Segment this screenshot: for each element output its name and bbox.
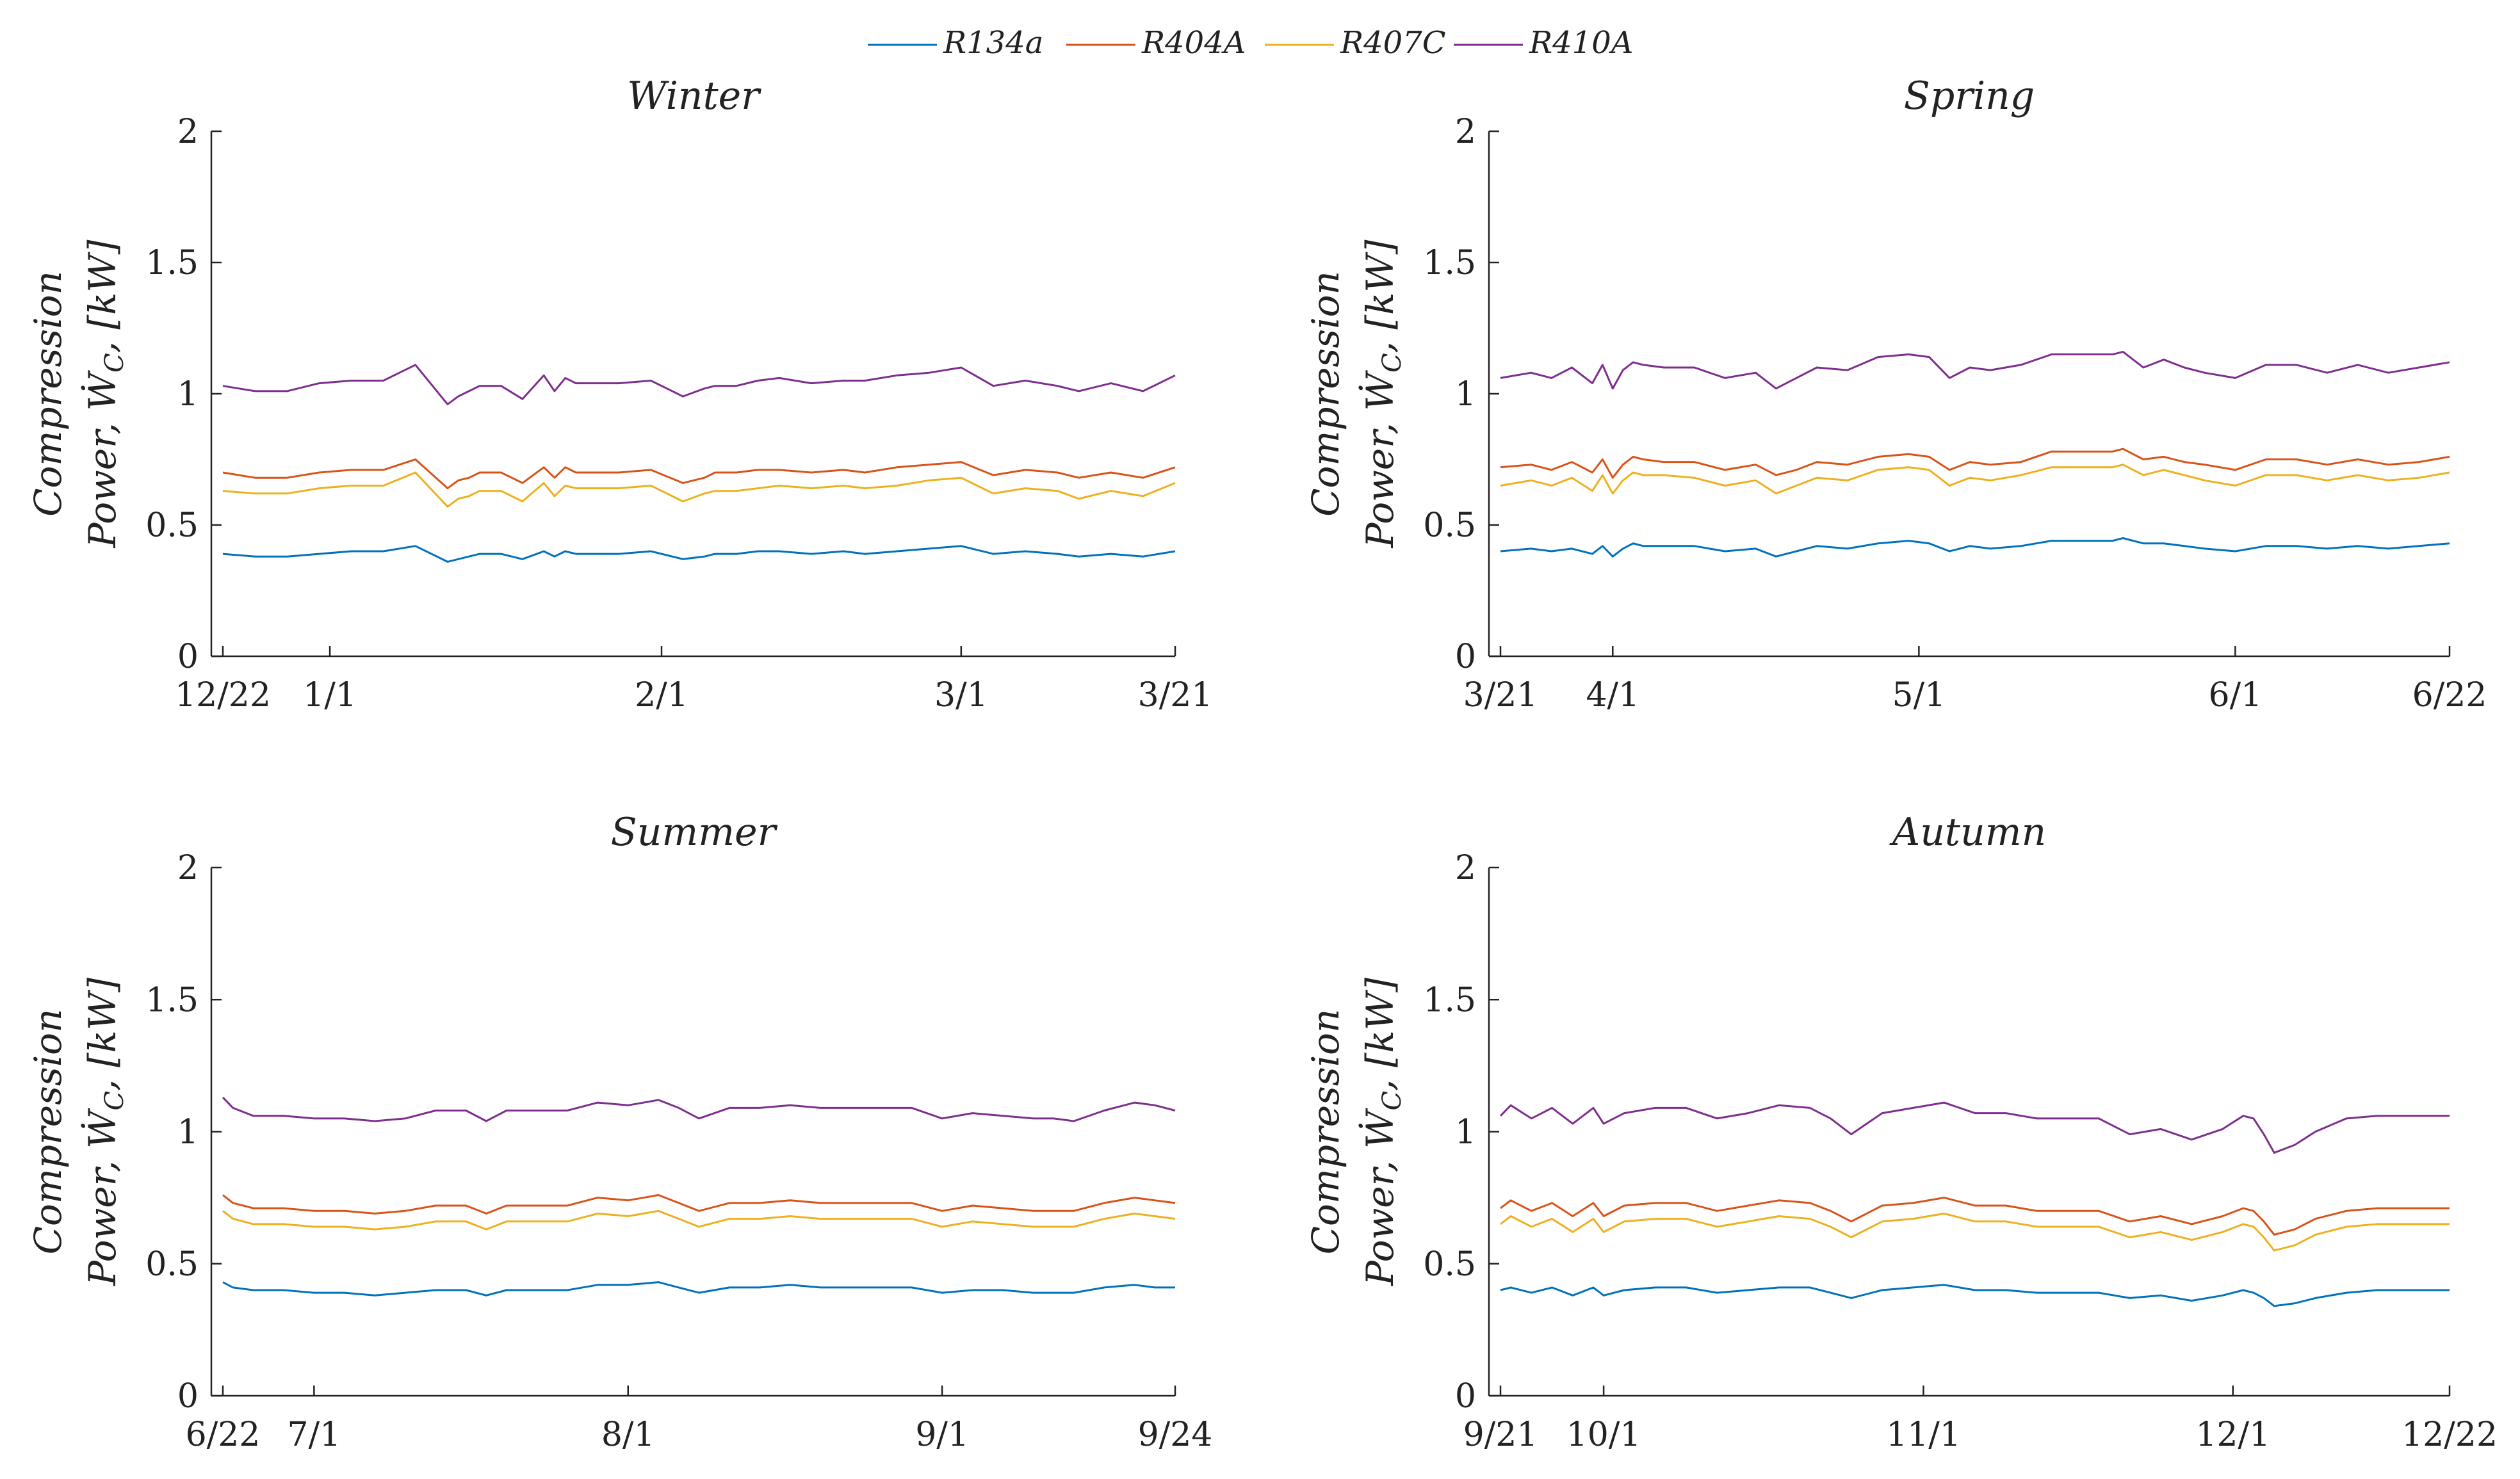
y-label-suffix: , [kW] (81, 978, 124, 1091)
panel-title: Winter (627, 74, 761, 118)
y-tick-label: 0 (1455, 638, 1476, 676)
y-label-subscript: C (100, 1091, 129, 1111)
y-tick-label: 1.5 (145, 244, 199, 282)
y-tick-label: 1.5 (1423, 244, 1476, 282)
y-label-symbol: Ẇ (81, 370, 124, 411)
y-label-prefix: Power, (81, 1149, 124, 1286)
x-tick-label: 4/1 (1586, 676, 1639, 715)
x-tick-label: 9/24 (1138, 1416, 1213, 1454)
y-axis-label-line2: Power, ẆC, [kW] (81, 239, 129, 548)
series-line-r410a (1499, 1101, 2450, 1154)
y-tick-label: 0.5 (1423, 1245, 1476, 1284)
x-tick-label: 12/1 (2195, 1416, 2270, 1454)
y-tick-label: 1 (1455, 1113, 1476, 1152)
legend-label-r134a: R134a (943, 25, 1043, 61)
x-tick-label: 2/1 (635, 676, 688, 715)
x-tick-label: 12/22 (175, 676, 271, 715)
y-tick-label: 1 (177, 375, 199, 414)
y-tick-label: 0 (177, 638, 199, 676)
y-tick-label: 1.5 (145, 981, 199, 1019)
y-tick-label: 1 (1455, 375, 1476, 414)
y-axis-label-line1: Compression (1304, 1009, 1347, 1255)
panel-spring: 0 0.5 1 1.5 2 3/21 4/1 5/1 6/1 6/22 Spring Compress… (1304, 74, 2487, 715)
x-tick-label: 3/21 (1463, 676, 1538, 715)
legend: R134a R404A R407C R410A (868, 25, 1633, 61)
legend-label-r410a: R410A (1529, 25, 1633, 61)
y-label-symbol: Ẇ (1358, 370, 1402, 411)
x-tick-label: 9/1 (915, 1416, 969, 1454)
series-line-r134a (1500, 537, 2450, 558)
y-axis-label-line2: Power, ẆC, [kW] (1358, 978, 1407, 1286)
x-tick-label: 1/1 (303, 676, 357, 715)
y-axis-label-line2: Power, ẆC, [kW] (81, 978, 129, 1286)
y-tick-label: 1 (177, 1113, 199, 1152)
series-line-r404a (1500, 448, 2450, 479)
y-axis-label-line2: Power, ẆC, [kW] (1358, 239, 1407, 548)
series-line-r134a (222, 1281, 1175, 1297)
series-line-r410a (222, 364, 1176, 405)
y-tick-label: 0 (1455, 1377, 1476, 1416)
legend-label-r407c: R407C (1340, 25, 1445, 61)
panel-summer: 0 0.5 1 1.5 2 6/22 7/1 8/1 9/1 9/24 Summer Compress… (26, 810, 1212, 1454)
x-tick-label: 8/1 (601, 1416, 655, 1454)
y-axis-label-line1: Compression (26, 271, 70, 517)
x-tick-label: 5/1 (1892, 676, 1946, 715)
y-tick-label: 0.5 (1423, 506, 1476, 545)
legend-label-r404a: R404A (1141, 25, 1246, 61)
series-line-r404a (1500, 1197, 2450, 1236)
panel-title: Spring (1904, 74, 2035, 118)
y-label-prefix: Power, (1358, 1149, 1402, 1286)
x-tick-label: 9/21 (1463, 1416, 1538, 1454)
panel-title: Summer (611, 810, 778, 855)
x-tick-label: 7/1 (288, 1416, 341, 1454)
x-tick-label: 11/1 (1886, 1416, 1961, 1454)
series-line-r410a (222, 1096, 1176, 1122)
panel-winter: 0 0.5 1 1.5 2 12/22 1/1 2/1 3/1 3/21 Winter Compres… (26, 74, 1212, 715)
x-tick-label: 3/1 (934, 676, 988, 715)
y-label-prefix: Power, (81, 411, 124, 549)
x-tick-label: 3/21 (1138, 676, 1213, 715)
panel-autumn: 0 0.5 1 1.5 2 9/21 10/1 11/1 12/1 12/22 Autumn Comp… (1304, 810, 2498, 1454)
y-tick-label: 2 (177, 113, 199, 151)
y-label-symbol: Ẇ (81, 1108, 124, 1149)
series-line-r404a (222, 458, 1176, 490)
series-line-r407c (222, 471, 1176, 508)
y-label-subscript: C (1378, 1091, 1407, 1111)
y-tick-label: 0.5 (145, 1245, 199, 1284)
y-tick-label: 0.5 (145, 506, 199, 545)
y-tick-label: 1.5 (1423, 981, 1476, 1019)
y-label-subscript: C (100, 353, 129, 373)
series-line-r407c (1500, 464, 2450, 495)
y-tick-label: 2 (1455, 113, 1476, 151)
y-label-symbol: Ẇ (1358, 1108, 1402, 1149)
series-line-r410a (1500, 350, 2450, 390)
x-tick-label: 10/1 (1566, 1416, 1641, 1454)
y-tick-label: 2 (1455, 849, 1476, 887)
x-tick-label: 6/22 (2412, 676, 2487, 715)
y-label-prefix: Power, (1358, 411, 1402, 549)
y-axis-label-line1: Compression (26, 1009, 70, 1255)
series-line-r407c (222, 1209, 1176, 1231)
x-tick-label: 6/22 (186, 1416, 261, 1454)
y-label-suffix: , [kW] (81, 239, 124, 353)
x-tick-label: 12/22 (2402, 1416, 2498, 1454)
series-line-r134a (222, 545, 1176, 563)
panel-title: Autumn (1889, 810, 2046, 855)
y-label-subscript: C (1378, 353, 1407, 373)
x-tick-label: 6/1 (2209, 676, 2263, 715)
y-tick-label: 2 (177, 849, 199, 887)
y-label-suffix: , [kW] (1358, 978, 1402, 1091)
series-line-r404a (222, 1194, 1176, 1215)
y-label-suffix: , [kW] (1358, 239, 1402, 353)
y-tick-label: 0 (177, 1377, 199, 1416)
series-line-r134a (1500, 1284, 2450, 1307)
series-line-r407c (1500, 1212, 2450, 1252)
y-axis-label-line1: Compression (1304, 271, 1347, 517)
